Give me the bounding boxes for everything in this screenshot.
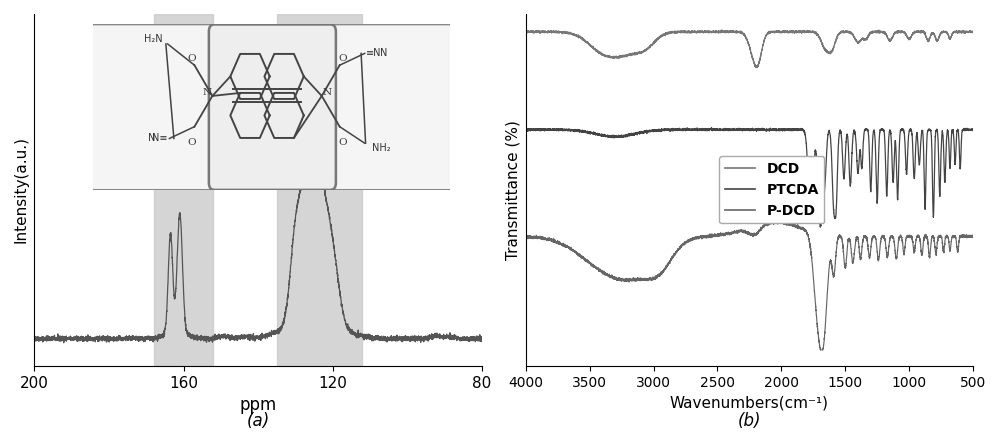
- X-axis label: ppm: ppm: [239, 396, 277, 414]
- Y-axis label: Intensity(a.u.): Intensity(a.u.): [14, 137, 29, 244]
- X-axis label: Wavenumbers(cm⁻¹): Wavenumbers(cm⁻¹): [670, 395, 829, 410]
- Y-axis label: Transmittance (%): Transmittance (%): [505, 120, 520, 260]
- Text: (b): (b): [738, 412, 761, 430]
- Bar: [154, 14, 213, 366]
- Text: (a): (a): [246, 412, 270, 430]
- Legend: DCD, PTCDA, P-DCD: DCD, PTCDA, P-DCD: [719, 156, 824, 223]
- Bar: [277, 14, 362, 366]
